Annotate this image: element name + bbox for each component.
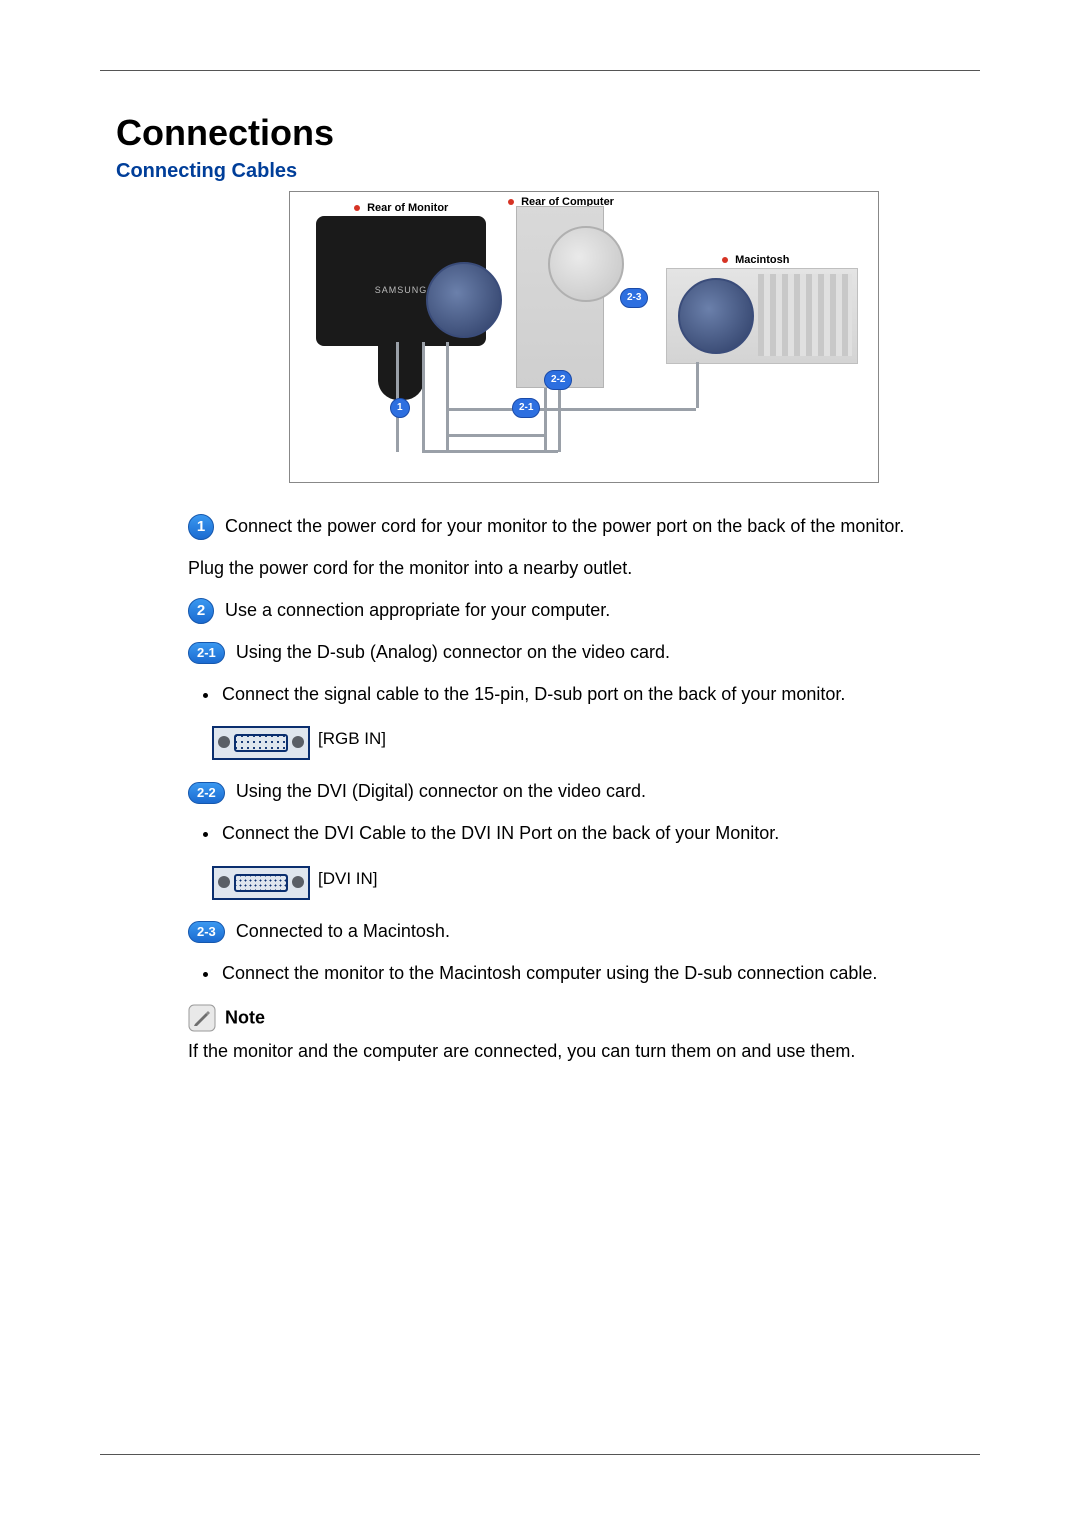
badge-2-3: 2-3: [188, 921, 225, 943]
rgb-port-caption: [RGB IN]: [318, 726, 386, 752]
badge-2: 2: [188, 598, 214, 624]
step-1: 1 Connect the power cord for your monito…: [188, 513, 980, 541]
figure-callout-2-3: 2-3: [620, 288, 648, 308]
step-2-1-bullets: Connect the signal cable to the 15-pin, …: [188, 681, 980, 709]
cable-line: [544, 388, 547, 452]
cable-line: [396, 342, 399, 452]
list-item: Connect the monitor to the Macintosh com…: [220, 960, 980, 988]
top-horizontal-rule: [100, 70, 980, 71]
cable-line: [446, 434, 544, 437]
step-2-3-bullets: Connect the monitor to the Macintosh com…: [188, 960, 980, 988]
note-label: Note: [225, 1007, 265, 1027]
list-item: Connect the signal cable to the 15-pin, …: [220, 681, 980, 709]
content-area: Rear of Monitor Rear of Computer Macinto…: [188, 191, 980, 1066]
badge-2-1: 2-1: [188, 642, 225, 664]
note-pencil-icon: [188, 1004, 216, 1032]
dvi-port-icon: [212, 866, 310, 900]
step-2-text: Use a connection appropriate for your co…: [225, 600, 610, 620]
figure-label-text: Rear of Monitor: [367, 202, 448, 214]
cable-line: [422, 342, 425, 452]
figure-callout-1: 1: [390, 398, 410, 418]
step-2-3: 2-3 Connected to a Macintosh.: [188, 918, 980, 946]
page-title: Connections: [116, 112, 980, 154]
step-2-2: 2-2 Using the DVI (Digital) connector on…: [188, 778, 980, 806]
section-subtitle: Connecting Cables: [116, 160, 980, 183]
step-2: 2 Use a connection appropriate for your …: [188, 597, 980, 625]
badge-1: 1: [188, 514, 214, 540]
mac-connector-zoom: [678, 278, 754, 354]
note-heading: Note: [188, 1004, 980, 1032]
step-2-2-bullets: Connect the DVI Cable to the DVI IN Port…: [188, 820, 980, 848]
dvi-port-row: [DVI IN]: [188, 862, 980, 904]
figure-callout-2-2: 2-2: [544, 370, 572, 390]
cable-line: [446, 408, 696, 411]
rgb-port-row: [RGB IN]: [188, 722, 980, 764]
monitor-stand-shape: [378, 346, 424, 400]
list-item: Connect the DVI Cable to the DVI IN Port…: [220, 820, 980, 848]
connection-diagram: Rear of Monitor Rear of Computer Macinto…: [289, 191, 879, 483]
cable-line: [422, 450, 558, 453]
bullet-dot-icon: [508, 199, 514, 205]
step-2-1-text: Using the D-sub (Analog) connector on th…: [236, 642, 670, 662]
step-2-1: 2-1 Using the D-sub (Analog) connector o…: [188, 639, 980, 667]
figure-label-rear-monitor: Rear of Monitor: [354, 200, 448, 217]
step-2-2-text: Using the DVI (Digital) connector on the…: [236, 781, 646, 801]
pc-connector-zoom: [548, 226, 624, 302]
figure-callout-2-1: 2-1: [512, 398, 540, 418]
monitor-connector-zoom: [426, 262, 502, 338]
note-text: If the monitor and the computer are conn…: [188, 1038, 980, 1066]
bullet-dot-icon: [722, 257, 728, 263]
rgb-port-icon: [212, 726, 310, 760]
screw-icon: [292, 736, 304, 748]
screw-icon: [218, 876, 230, 888]
step-1-after: Plug the power cord for the monitor into…: [188, 555, 980, 583]
screw-icon: [292, 876, 304, 888]
step-1-text: Connect the power cord for your monitor …: [225, 516, 904, 536]
cable-line: [558, 388, 561, 452]
figure-label-macintosh: Macintosh: [722, 252, 789, 269]
bullet-dot-icon: [354, 205, 360, 211]
screw-icon: [218, 736, 230, 748]
step-2-3-text: Connected to a Macintosh.: [236, 921, 450, 941]
bottom-horizontal-rule: [100, 1454, 980, 1455]
badge-2-2: 2-2: [188, 782, 225, 804]
figure-label-text: Macintosh: [735, 254, 789, 266]
dvi-shell-icon: [234, 874, 288, 892]
page: Connections Connecting Cables Rear of Mo…: [0, 0, 1080, 1527]
macintosh-grille: [758, 274, 852, 356]
cable-line: [696, 362, 699, 408]
dvi-port-caption: [DVI IN]: [318, 866, 378, 892]
dsub-shell-icon: [234, 734, 288, 752]
